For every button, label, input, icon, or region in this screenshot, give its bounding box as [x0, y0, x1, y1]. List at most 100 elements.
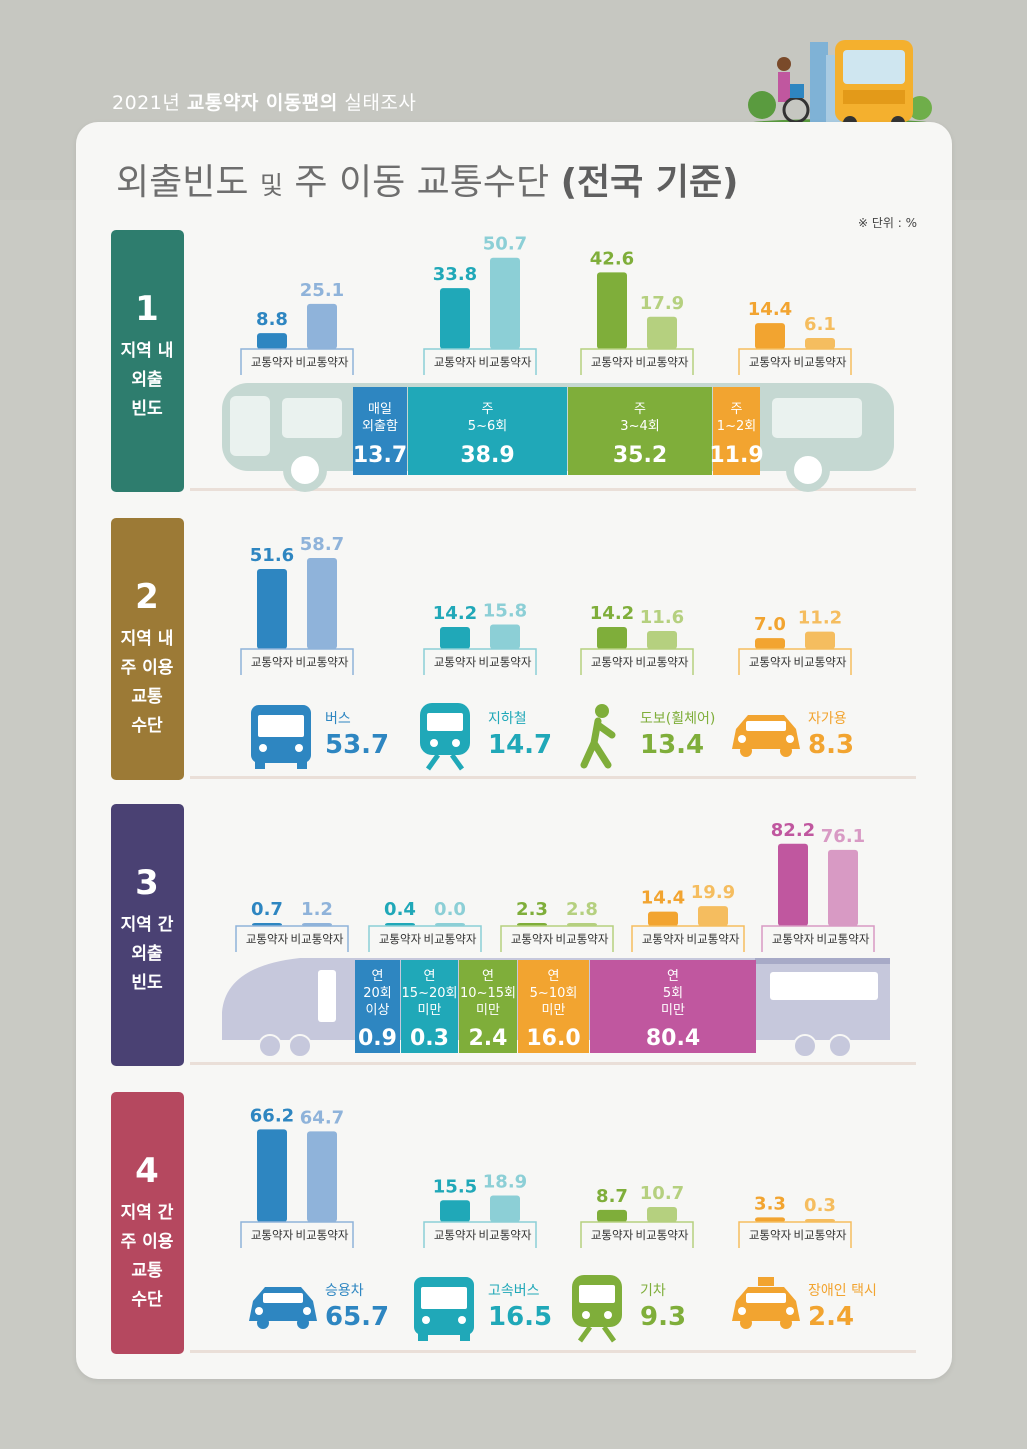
bar-value-label: 8.7: [596, 1186, 628, 1207]
bar-value-label: 19.9: [691, 882, 735, 903]
taxi-icon: [732, 1277, 800, 1329]
bar-category-label: 비교통약자: [636, 355, 689, 369]
bar-category-label: 교통약자: [591, 355, 634, 369]
survey-header: 2021년 교통약자 이동편의 실태조사: [112, 88, 416, 115]
section-label-line: 지역 간: [121, 1203, 174, 1223]
section-label-line: 외출: [131, 944, 163, 964]
section-label-line: 빈도: [131, 973, 163, 993]
express-bus-icon: [414, 1277, 474, 1341]
segment-value: 35.2: [613, 443, 667, 468]
segment-label: 주: [482, 402, 494, 417]
bar: [440, 626, 470, 649]
ground-line: [190, 1062, 916, 1065]
segment-label: 5~6회: [468, 419, 507, 434]
bracket-line: [423, 348, 537, 375]
bus-window: [282, 398, 342, 438]
bar-category-label: 교통약자: [434, 1228, 477, 1242]
survey-name-bold: 교통약자 이동편의: [186, 92, 338, 114]
bar-category-label: 교통약자: [511, 932, 554, 946]
segment-label: 이상: [366, 1003, 390, 1018]
bracket-line: [240, 348, 354, 375]
section-label-line: 교통: [131, 1261, 163, 1281]
bar-category-label: 비교통약자: [794, 355, 847, 369]
bar: [307, 303, 337, 349]
bracket-line: [631, 925, 745, 952]
mode-label: 버스: [325, 711, 351, 727]
bar-value-label: 14.2: [433, 603, 477, 624]
bar: [805, 631, 835, 649]
bracket-line: [240, 648, 354, 675]
car-icon: [732, 715, 800, 757]
segment-label: 5~10회: [530, 986, 578, 1001]
bar-value-label: 8.8: [256, 309, 288, 330]
bar-value-label: 50.7: [483, 234, 527, 255]
bar-value-label: 14.4: [641, 888, 685, 909]
bar-value-label: 1.2: [301, 899, 333, 920]
mode-label: 고속버스: [488, 1283, 540, 1299]
bar: [440, 288, 470, 349]
bus-wheel: [283, 448, 327, 492]
bracket-line: [580, 1221, 694, 1248]
bar: [778, 843, 808, 926]
mode-label: 기차: [640, 1283, 666, 1299]
frequency-segment: [518, 960, 589, 1053]
section-number: 2: [135, 577, 159, 617]
bar-category-label: 비교통약자: [479, 355, 532, 369]
frequency-segment: [355, 960, 400, 1053]
bar: [647, 316, 677, 349]
bracket-line: [368, 925, 482, 952]
bar: [828, 849, 858, 926]
page-title: 외출빈도 및 주 이동 교통수단 (전국 기준): [116, 162, 739, 203]
bar-category-label: 교통약자: [251, 1228, 294, 1242]
bar-value-label: 58.7: [300, 534, 344, 555]
ground-line: [190, 488, 916, 491]
survey-name-rest: 실태조사: [344, 92, 417, 114]
bar-category-label: 비교통약자: [296, 1228, 349, 1242]
section-label-line: 지역 내: [121, 341, 174, 361]
train-window: [770, 972, 878, 1000]
section-label-block: [111, 230, 184, 492]
bar: [490, 257, 520, 349]
mode-value: 16.5: [488, 1302, 552, 1332]
bar-category-label: 교통약자: [749, 355, 792, 369]
bar-category-label: 비교통약자: [556, 932, 609, 946]
bar-value-label: 10.7: [640, 1183, 684, 1204]
section-label-line: 수단: [131, 716, 163, 736]
bracket-line: [240, 1221, 354, 1248]
bar-category-label: 비교통약자: [794, 1228, 847, 1242]
bar-category-label: 비교통약자: [296, 655, 349, 669]
train-icon: [572, 1275, 622, 1343]
mode-value: 2.4: [808, 1302, 854, 1332]
train-stripe: [755, 958, 890, 964]
segment-label: 연: [424, 969, 436, 984]
bar-value-label: 0.4: [384, 899, 416, 920]
frequency-segment: [590, 960, 756, 1053]
segment-label: 15~20회: [402, 986, 458, 1001]
bracket-line: [738, 648, 852, 675]
bar-value-label: 15.5: [433, 1176, 477, 1197]
bar-category-label: 교통약자: [434, 655, 477, 669]
segment-label: 외출함: [362, 419, 398, 434]
bar-value-label: 14.4: [748, 299, 792, 320]
bar: [257, 1129, 287, 1222]
segment-value: 0.9: [358, 1026, 397, 1051]
bar-value-label: 0.0: [434, 899, 466, 920]
bus-window: [772, 398, 862, 438]
bar: [755, 323, 785, 349]
bus-door: [230, 396, 270, 456]
section-number: 3: [135, 863, 159, 903]
bar-value-label: 11.6: [640, 607, 684, 628]
bar-value-label: 76.1: [821, 826, 865, 847]
bar: [597, 626, 627, 649]
segment-value: 16.0: [526, 1026, 580, 1051]
segment-label: 10~15회: [460, 986, 516, 1001]
bar-value-label: 0.3: [804, 1195, 836, 1216]
segment-label: 미만: [542, 1003, 566, 1018]
segment-label: 연: [548, 969, 560, 984]
bar: [647, 1207, 677, 1222]
bar-category-label: 교통약자: [379, 932, 422, 946]
mode-label: 장애인 택시: [808, 1283, 877, 1299]
bar-value-label: 14.2: [590, 603, 634, 624]
ground-line: [190, 776, 916, 779]
